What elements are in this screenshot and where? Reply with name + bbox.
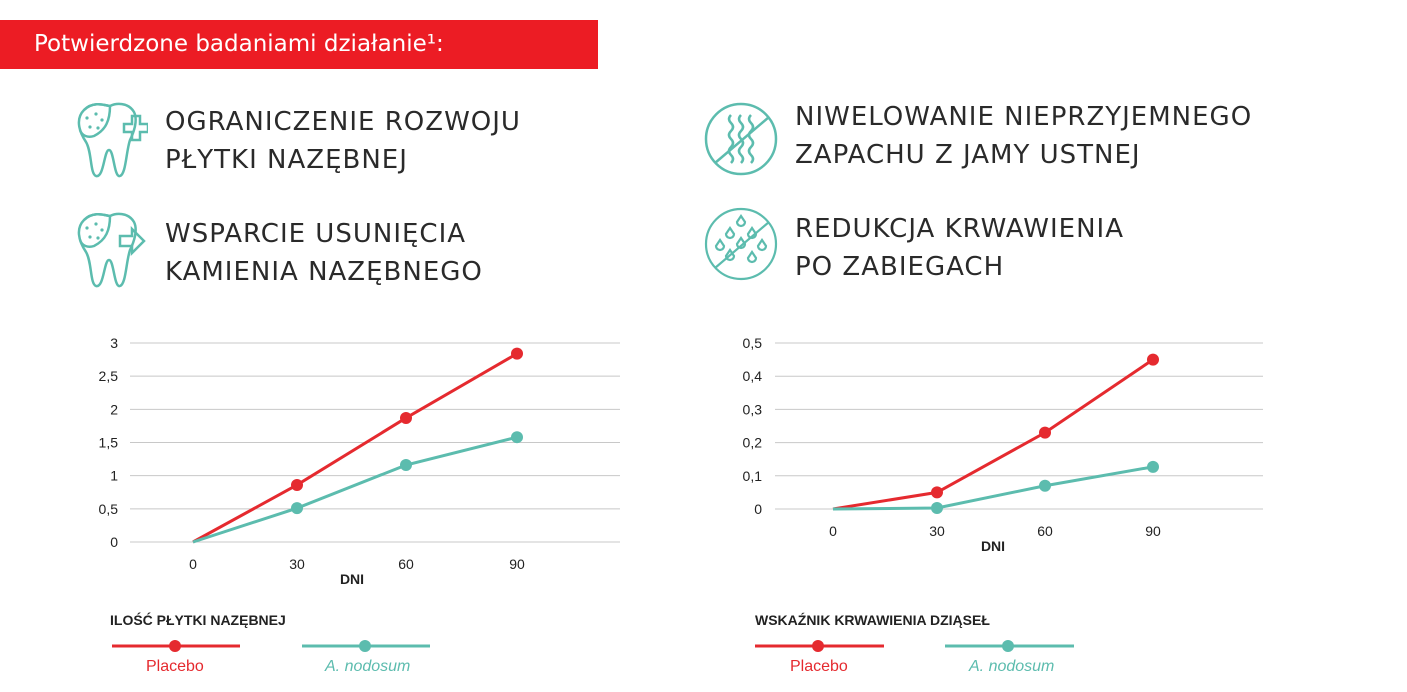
x-tick-label: 60 (398, 556, 414, 572)
x-tick-label: 30 (289, 556, 305, 572)
y-tick-label: 0,2 (743, 435, 763, 451)
feature-line: NIWELOWANIE NIEPRZYJEMNEGO (795, 102, 1253, 132)
no-blood-drops-icon (704, 207, 778, 281)
y-tick-label: 0,5 (99, 501, 119, 517)
no-odor-icon (704, 102, 778, 176)
data-point-placebo (400, 411, 412, 424)
feature-plaque: OGRANICZENIE ROZWOJU PŁYTKI NAZĘBNEJ (165, 103, 521, 179)
x-axis-label: DNI (340, 571, 364, 587)
legend-marker (812, 640, 824, 652)
series-line-nodosum (192, 435, 518, 544)
y-tick-label: 0,1 (743, 468, 763, 484)
x-tick-label: 30 (929, 523, 945, 539)
data-point-placebo (931, 486, 943, 499)
feature-bleeding: REDUKCJA KRWAWIENIA PO ZABIEGACH (795, 210, 1124, 286)
feature-line: OGRANICZENIE ROZWOJU (165, 107, 521, 137)
legend-marker (359, 640, 371, 652)
y-tick-label: 0 (754, 501, 762, 517)
feature-line: REDUKCJA KRWAWIENIA (795, 214, 1125, 244)
y-tick-label: 0 (110, 534, 118, 550)
data-point-nodosum (400, 459, 412, 472)
series-line-nodosum (832, 465, 1154, 511)
tooth-arrow-icon (77, 212, 146, 288)
legend-marker (169, 640, 181, 652)
feature-odor: NIWELOWANIE NIEPRZYJEMNEGO ZAPACHU Z JAM… (795, 98, 1252, 174)
legend-marker (1002, 640, 1014, 652)
feature-line: ZAPACHU Z JAMY USTNEJ (795, 140, 1141, 170)
data-point-nodosum (931, 502, 943, 515)
y-tick-label: 2,5 (99, 368, 119, 384)
legend-placebo-label: Placebo (790, 658, 848, 675)
y-tick-label: 1 (110, 468, 118, 484)
feature-line: PŁYTKI NAZĘBNEJ (165, 145, 408, 175)
y-tick-label: 2 (110, 401, 118, 417)
data-point-nodosum (511, 431, 523, 444)
feature-line: WSPARCIE USUNIĘCIA (165, 219, 467, 249)
x-tick-label: 0 (829, 523, 837, 539)
feature-line: PO ZABIEGACH (795, 252, 1005, 282)
data-point-nodosum (1039, 479, 1051, 492)
chart-1-title: ILOŚĆ PŁYTKI NAZĘBNEJ (110, 612, 286, 628)
data-point-placebo (511, 347, 523, 360)
y-tick-label: 0,3 (743, 401, 763, 417)
chart-2-title: WSKAŹNIK KRWAWIENIA DZIĄSEŁ (755, 612, 990, 628)
feature-tartar: WSPARCIE USUNIĘCIA KAMIENIA NAZĘBNEGO (165, 215, 483, 291)
y-tick-label: 3 (110, 335, 118, 351)
data-point-placebo (291, 478, 303, 491)
x-tick-label: 60 (1037, 523, 1053, 539)
y-tick-label: 1,5 (99, 435, 119, 451)
legend-placebo-label: Placebo (146, 658, 204, 675)
x-tick-label: 0 (189, 556, 197, 572)
x-tick-label: 90 (1145, 523, 1161, 539)
series-line-placebo (832, 358, 1154, 511)
data-point-nodosum (1147, 460, 1159, 473)
legend-nodosum-label: A. nodosum (969, 658, 1055, 675)
y-tick-label: 0,5 (743, 335, 763, 351)
x-tick-label: 90 (509, 556, 525, 572)
data-point-placebo (1147, 353, 1159, 366)
y-tick-label: 0,4 (743, 368, 763, 384)
legend-nodosum-label: A. nodosum (325, 658, 411, 675)
header-banner: Potwierdzone badaniami działanie¹: (0, 20, 598, 69)
data-point-nodosum (291, 502, 303, 515)
tooth-plus-icon (77, 102, 148, 178)
data-point-placebo (1039, 426, 1051, 439)
feature-line: KAMIENIA NAZĘBNEGO (165, 257, 483, 287)
series-line-placebo (192, 352, 518, 544)
x-axis-label: DNI (981, 538, 1005, 554)
